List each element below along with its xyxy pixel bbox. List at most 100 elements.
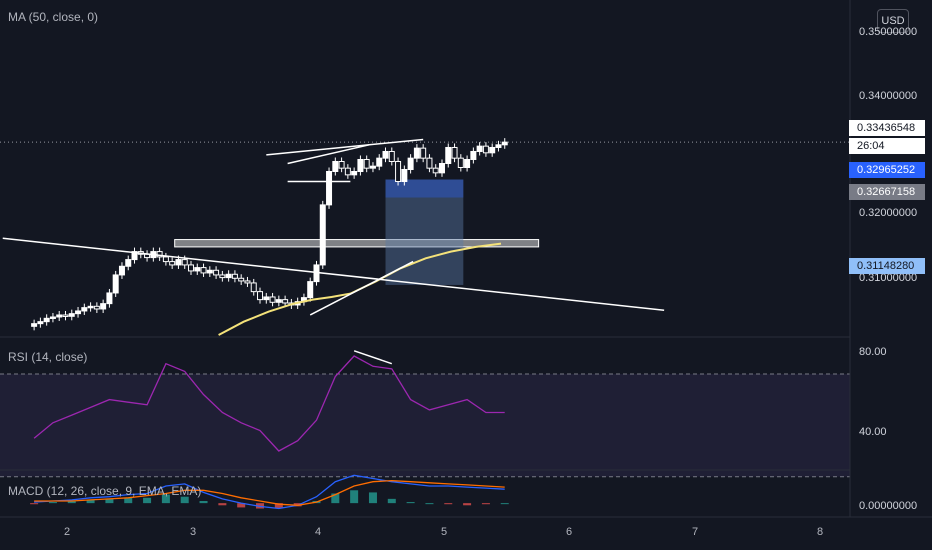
candle-body xyxy=(351,171,358,176)
candle-body xyxy=(357,158,364,173)
candle-body xyxy=(388,150,395,162)
position-box xyxy=(385,179,464,285)
ma-indicator-label[interactable]: MA (50, close, 0) xyxy=(8,10,99,24)
candle-body xyxy=(156,251,163,258)
candle-body xyxy=(37,321,44,325)
candle-body xyxy=(75,310,82,315)
candle-body xyxy=(169,261,176,266)
candle-body xyxy=(369,165,376,169)
trendline xyxy=(266,138,424,156)
candle-body xyxy=(332,160,339,173)
time-tick-label: 3 xyxy=(190,526,197,538)
candle-body xyxy=(181,259,188,266)
candle-body xyxy=(432,167,439,174)
candle-body xyxy=(225,273,232,279)
candle-body xyxy=(100,303,107,310)
macd-histogram-bar xyxy=(274,503,283,509)
price-pane[interactable] xyxy=(0,138,850,336)
candle-body xyxy=(382,150,389,159)
macd-indicator-label[interactable]: MACD (12, 26, close, 9, EMA, EMA) xyxy=(8,484,202,498)
candle-body xyxy=(269,296,276,303)
candle-body xyxy=(257,291,264,301)
candle-body xyxy=(131,251,138,261)
macd-histogram-bar xyxy=(86,499,95,504)
candle-body xyxy=(81,307,88,312)
price-tick-label: 0.31000000 xyxy=(859,272,918,284)
candle-body xyxy=(106,292,113,305)
macd-histogram-bar xyxy=(124,497,133,504)
candle-body xyxy=(162,256,169,263)
candle-body xyxy=(457,157,464,168)
candle-body xyxy=(395,160,402,183)
candle-body xyxy=(420,147,427,159)
candle-body xyxy=(118,265,125,276)
macd-histogram-bar xyxy=(143,497,152,504)
macd-histogram-bar xyxy=(481,503,490,505)
currency-button[interactable]: USD xyxy=(877,9,909,33)
price-label-blue: 0.32965252 xyxy=(849,162,925,178)
macd-pane[interactable] xyxy=(30,474,509,510)
macd-histogram-bar xyxy=(180,496,189,504)
candle-body xyxy=(407,157,414,171)
candle-body xyxy=(93,305,100,310)
candle-body xyxy=(363,158,370,169)
time-tick-label: 7 xyxy=(692,526,699,538)
candle-body xyxy=(219,274,226,279)
rsi-tick-label: 40.00 xyxy=(859,426,887,438)
candle-body xyxy=(238,277,245,282)
rsi-tick-label: 80.00 xyxy=(859,346,887,358)
trendline xyxy=(287,144,370,165)
candle-body xyxy=(413,147,420,159)
price-label-gray: 0.32667158 xyxy=(849,184,925,200)
candle-body xyxy=(194,267,201,272)
candle-body xyxy=(213,269,220,276)
candle-body xyxy=(445,146,452,164)
macd-histogram-bar xyxy=(218,503,227,506)
time-tick-label: 8 xyxy=(817,526,824,538)
candle-body xyxy=(451,146,458,159)
macd-histogram-bar xyxy=(161,494,170,504)
macd-histogram-bar xyxy=(331,493,340,504)
candle-body xyxy=(438,162,445,174)
signal-line xyxy=(34,479,505,506)
position-box-target xyxy=(385,179,464,198)
candle-body xyxy=(344,167,351,176)
macd-tick-label: 0.00000000 xyxy=(859,500,918,512)
candle-body xyxy=(187,264,194,272)
candle-body xyxy=(376,157,383,167)
candle-body xyxy=(231,273,238,279)
rsi-indicator-label[interactable]: RSI (14, close) xyxy=(8,350,88,364)
candle-body xyxy=(482,145,489,154)
candle-body xyxy=(56,314,63,318)
candle-body xyxy=(43,317,50,323)
trendline xyxy=(2,237,665,312)
candle-body xyxy=(319,204,326,266)
macd-line xyxy=(34,474,505,510)
rsi-divergence-line xyxy=(353,350,393,365)
time-tick-label: 6 xyxy=(566,526,573,538)
rsi-pane[interactable] xyxy=(0,350,850,478)
candle-body xyxy=(68,313,75,317)
candle-body xyxy=(275,299,282,303)
candle-body xyxy=(62,314,69,317)
candle-body xyxy=(326,171,333,206)
macd-histogram-bar xyxy=(387,498,396,504)
candle-body xyxy=(495,144,502,148)
current-price-label: 0.33436548 xyxy=(849,120,925,136)
macd-histogram-bar xyxy=(406,502,415,504)
candle-body xyxy=(200,267,207,274)
price-tick-label: 0.32000000 xyxy=(859,207,918,219)
candle-body xyxy=(338,160,345,169)
macd-histogram-bar xyxy=(30,503,39,505)
candle-body xyxy=(307,281,314,299)
price-tick-label: 0.34000000 xyxy=(859,90,918,102)
macd-histogram-bar xyxy=(199,501,208,504)
price-label-light: 0.31148280 xyxy=(849,258,925,274)
candle-body xyxy=(31,323,38,327)
rsi-band xyxy=(0,373,850,477)
macd-histogram-bar xyxy=(105,498,114,504)
candle-body xyxy=(470,150,477,160)
trendline xyxy=(309,260,414,316)
candle-body xyxy=(87,305,94,309)
